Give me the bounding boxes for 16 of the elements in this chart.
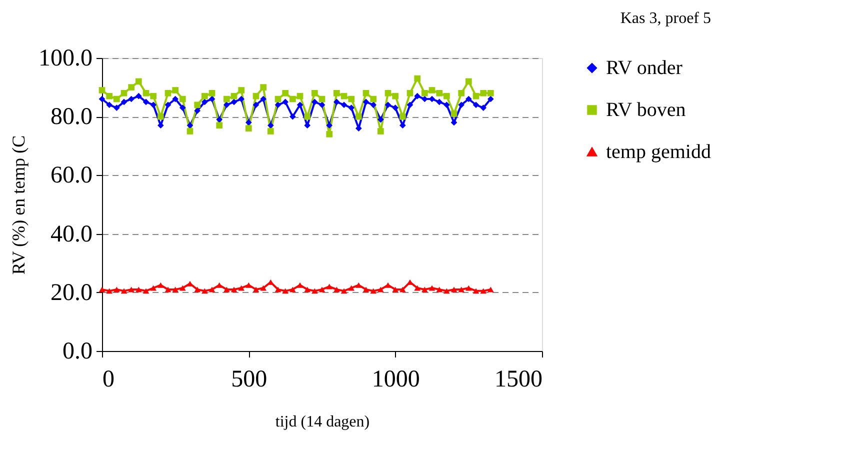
x-tick-label: 500 [231, 366, 268, 392]
legend-label: RV onder [606, 57, 683, 79]
y-tick-label: 40.0 [50, 221, 92, 248]
y-tick-label: 60.0 [50, 162, 92, 189]
text: Kas 3, proef 5 [620, 10, 711, 27]
legend-label: temp gemidd [606, 141, 711, 163]
x-axis-title: tijd (14 dagen) [275, 414, 370, 430]
y-tick-label: 80.0 [50, 104, 92, 130]
y-axis-title: RV (%) en temp (C [8, 135, 28, 275]
y-tick-label: 0.0 [62, 338, 92, 364]
x-tick-label: 1000 [372, 366, 420, 392]
y-tick-label: 100.0 [38, 46, 92, 72]
legend-label: RV boven [606, 99, 686, 121]
x-tick-label: 0 [102, 366, 114, 392]
x-tick-label: 1500 [494, 366, 542, 392]
y-tick-label: 20.0 [50, 280, 92, 306]
